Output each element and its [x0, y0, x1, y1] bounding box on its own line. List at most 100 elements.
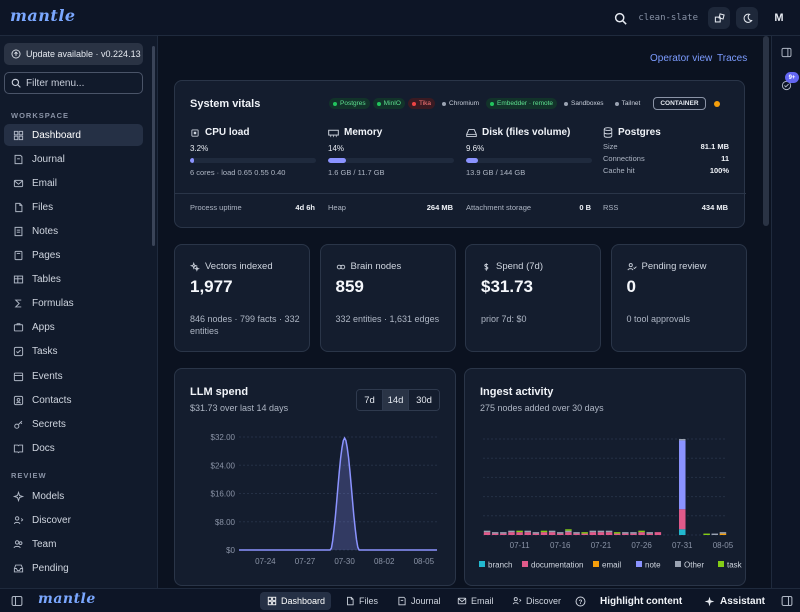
- bottom-nav-files[interactable]: Files: [338, 592, 384, 610]
- sidebar-item-email[interactable]: Email: [4, 172, 143, 194]
- service-tag-label: Tailnet: [621, 100, 641, 107]
- bar-segment-task: [540, 530, 548, 533]
- email-icon: [12, 177, 24, 189]
- brain-icon: [336, 262, 346, 272]
- notes-icon: [12, 225, 24, 237]
- traces-link[interactable]: Traces: [717, 53, 748, 64]
- status-dot: [564, 101, 569, 106]
- bar-segment-documentation: [613, 533, 621, 535]
- range-option-14d[interactable]: 14d: [383, 390, 409, 410]
- bar-segment-other: [524, 530, 531, 533]
- range-option-30d[interactable]: 30d: [409, 390, 439, 410]
- ingest-subtitle: 275 nodes added over 30 days: [480, 403, 604, 413]
- stat-card[interactable]: Vectors indexed 1,977 846 nodes · 799 fa…: [174, 244, 310, 352]
- stat-sub: 332 entities · 1,631 edges: [335, 314, 440, 324]
- sidebar-scrollbar[interactable]: [152, 46, 155, 246]
- sidebar-item-pending[interactable]: Pending: [4, 557, 143, 579]
- status-dot: [412, 101, 416, 106]
- postgres-stat-value: 11: [721, 154, 729, 163]
- bar-segment-documentation: [581, 533, 588, 535]
- bar-segment-other: [589, 530, 597, 533]
- sidebar-item-dashboard[interactable]: Dashboard: [4, 124, 143, 146]
- sidebar-item-tables[interactable]: Tables: [4, 269, 143, 291]
- sidebar-item-apps[interactable]: Apps: [4, 317, 143, 339]
- workspace-name[interactable]: clean-slate: [638, 13, 698, 23]
- bar-segment-documentation: [557, 533, 564, 535]
- x-tick-label: 07-26: [631, 541, 652, 550]
- bottom-nav-dashboard[interactable]: Dashboard: [260, 592, 332, 610]
- sidebar-item-docs[interactable]: Docs: [4, 437, 143, 459]
- ingest-title: Ingest activity: [480, 386, 554, 398]
- update-button[interactable]: Update available · v0.224.13: [4, 43, 143, 65]
- bottom-nav-journal[interactable]: Journal: [390, 592, 447, 610]
- sidebar-item-events[interactable]: Events: [4, 365, 143, 387]
- highlight-content-button[interactable]: Highlight content: [600, 592, 682, 610]
- panel-right-icon[interactable]: [780, 594, 794, 608]
- sidebar-item-files[interactable]: Files: [4, 196, 143, 218]
- dollar-icon: [481, 262, 491, 272]
- sidebar-item-tasks[interactable]: Tasks: [4, 341, 143, 363]
- stat-label: Pending review: [641, 261, 707, 272]
- bottom-nav-discover[interactable]: Discover: [505, 592, 567, 610]
- sparkle-icon: [704, 596, 715, 607]
- panel-toggle-icon[interactable]: [779, 45, 794, 60]
- disk-sub: 13.9 GB / 144 GB: [466, 168, 526, 177]
- service-tag-label: Postgres: [340, 100, 366, 107]
- app-logo[interactable]: mantle: [10, 6, 76, 25]
- sidebar-item-team[interactable]: Team: [4, 533, 143, 555]
- help-button[interactable]: ?: [575, 592, 586, 610]
- disk-value: 9.6%: [466, 144, 485, 153]
- vitals-footer-value: 434 MB: [701, 203, 728, 212]
- arrow-up-circle-icon: [11, 49, 21, 59]
- status-dot: [376, 101, 381, 106]
- avatar[interactable]: M: [774, 12, 784, 24]
- stat-header: Spend (7d): [481, 261, 543, 272]
- bar-segment-task: [613, 532, 621, 534]
- search-icon[interactable]: [608, 6, 632, 30]
- sidebar-item-models[interactable]: Models: [4, 485, 143, 507]
- stat-sub: 846 nodes · 799 facts · 332 entities: [190, 314, 300, 336]
- filter-menu-input[interactable]: Filter menu...: [4, 72, 143, 94]
- operator-view-link[interactable]: Operator view: [650, 53, 713, 64]
- stat-header: Vectors indexed: [189, 261, 273, 272]
- highlight-label: Highlight content: [600, 595, 683, 607]
- sidebar-item-label: Contacts: [32, 394, 72, 406]
- stat-card[interactable]: Spend (7d) $31.73 prior 7d: $0: [465, 244, 601, 352]
- bar-segment-documentation: [679, 509, 686, 530]
- sidebar-item-formulas[interactable]: Formulas: [4, 293, 143, 315]
- service-tag: MinIO: [372, 98, 405, 109]
- sidebar-item-contacts[interactable]: Contacts: [4, 389, 143, 411]
- legend-label: Other: [684, 561, 704, 570]
- bar-segment-documentation: [646, 533, 653, 535]
- service-tag: Tika: [408, 98, 436, 109]
- main-scrollbar[interactable]: [763, 36, 769, 226]
- sidebar-item-secrets[interactable]: Secrets: [4, 413, 143, 435]
- bar-segment-note: [679, 440, 686, 510]
- secrets-icon: [12, 418, 24, 430]
- x-tick-label: 07-21: [591, 541, 612, 550]
- bar-segment-documentation: [597, 532, 605, 535]
- sidebar-item-pages[interactable]: Pages: [4, 245, 143, 267]
- sidebar-item-notes[interactable]: Notes: [4, 220, 143, 242]
- assistant-button[interactable]: Assistant: [704, 592, 765, 610]
- sidebar-toggle-icon[interactable]: [10, 594, 24, 608]
- range-option-7d[interactable]: 7d: [357, 390, 383, 410]
- bottom-nav-email[interactable]: Email: [450, 592, 500, 610]
- sidebar-item-discover[interactable]: Discover: [4, 509, 143, 531]
- sidebar-item-journal[interactable]: Journal: [4, 148, 143, 170]
- vitals-footer-key: Heap: [328, 203, 346, 212]
- memory-value: 14%: [328, 144, 345, 153]
- bar-segment-other: [597, 530, 605, 533]
- cpu-icon: [190, 128, 200, 138]
- service-tag: Sandboxes: [560, 98, 608, 109]
- stat-card[interactable]: Pending review 0 0 tool approvals: [610, 244, 747, 352]
- extensions-icon[interactable]: [708, 7, 730, 29]
- stat-card[interactable]: Brain nodes 859 332 entities · 1,631 edg…: [319, 244, 456, 352]
- cpu-label: CPU load: [205, 127, 250, 138]
- dashboard-icon: [266, 596, 277, 607]
- bottom-logo[interactable]: mantle: [38, 591, 96, 607]
- spend-line: [239, 436, 437, 551]
- legend-swatch: [718, 561, 724, 567]
- moon-icon[interactable]: [736, 7, 758, 29]
- ingest-activity-card: Ingest activity 275 nodes added over 30 …: [464, 368, 746, 586]
